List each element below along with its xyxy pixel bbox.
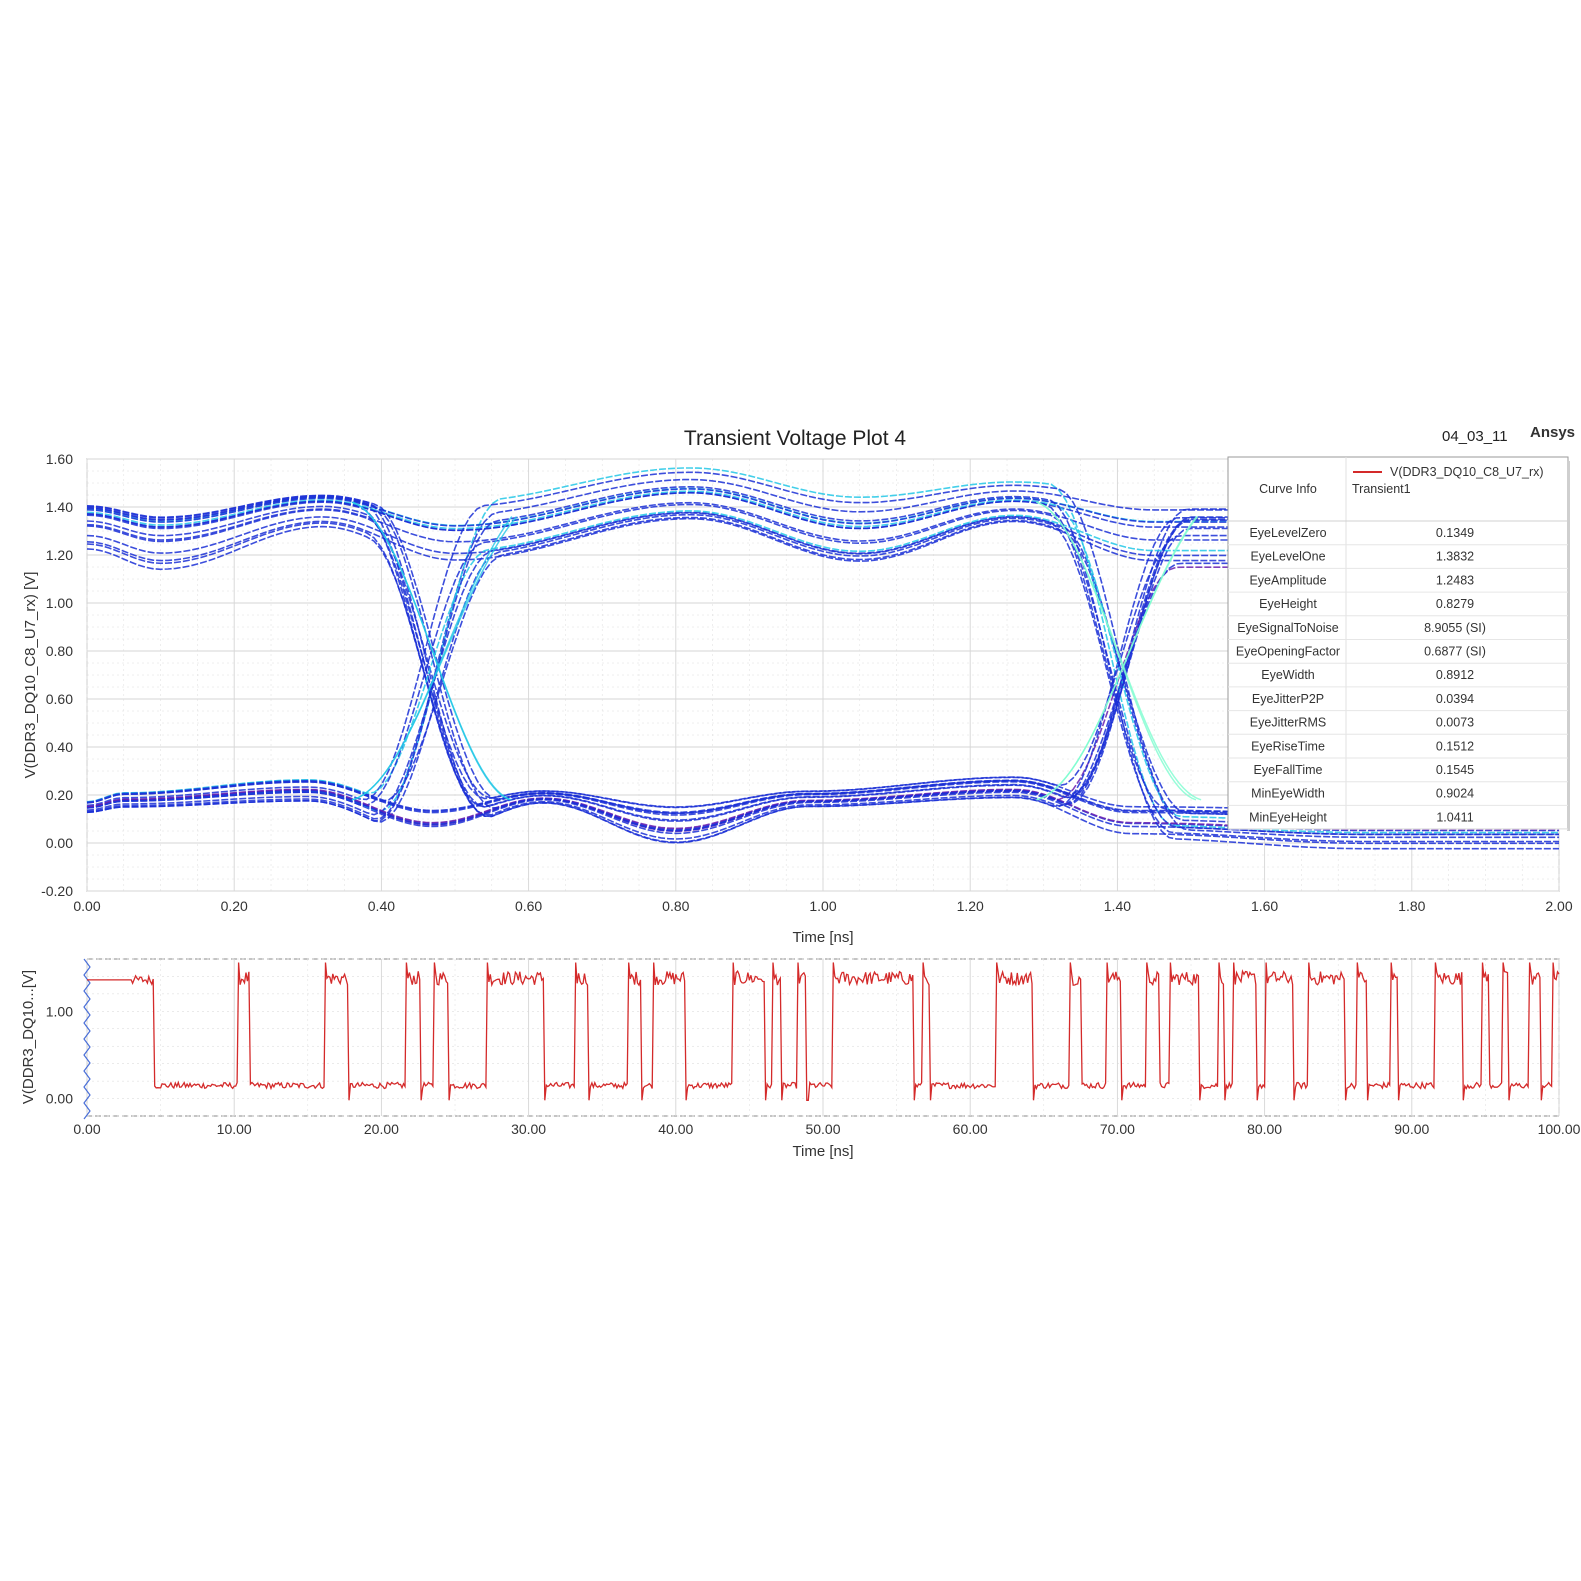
eye-y-tick-label: 1.20	[46, 547, 73, 563]
legend-metric-value: 0.0394	[1436, 692, 1474, 706]
legend-metric-value: 0.1545	[1436, 763, 1474, 777]
legend-metric-name: EyeHeight	[1259, 597, 1317, 611]
time-cursor-marker[interactable]	[83, 958, 91, 1120]
legend-metric-rows: EyeLevelZero 0.1349 EyeLevelOne 1.3832 EyeAm…	[1228, 526, 1568, 830]
eye-y-tick-label: 0.00	[46, 835, 73, 851]
waveform-trace	[87, 962, 1560, 1101]
eye-density-highlight	[351, 501, 511, 801]
waveform-panel: 0.00 10.00 20.00 30.00 40.00 50.00 60.00 70.00 8…	[20, 958, 1581, 1160]
eye-trace	[86, 511, 1559, 843]
waveform-x-tick-label: 0.00	[73, 1121, 100, 1137]
eye-y-tick-label: 1.40	[46, 499, 73, 515]
eye-x-tick-label: 1.40	[1104, 898, 1131, 914]
waveform-x-tick-label: 100.00	[1538, 1121, 1581, 1137]
eye-x-tick-label: 0.00	[73, 898, 100, 914]
legend-metric-value: 0.1512	[1436, 739, 1474, 753]
eye-x-tick-label: 2.00	[1545, 898, 1572, 914]
legend-metric-value: 1.2483	[1436, 573, 1474, 587]
eye-x-tick-label: 0.60	[515, 898, 542, 914]
legend-sweep-name: Transient1	[1352, 482, 1411, 496]
legend-series-name: V(DDR3_DQ10_C8_U7_rx)	[1390, 465, 1544, 479]
waveform-x-tick-label: 60.00	[953, 1121, 988, 1137]
eye-y-tick-label: 0.60	[46, 691, 73, 707]
waveform-y-tick-label: 1.00	[46, 1003, 73, 1019]
legend-metric-name: EyeWidth	[1261, 668, 1315, 682]
eye-tick-labels: 0.00 0.20 0.40 0.60 0.80 1.00 1.20 1.40 1.60 1.80…	[41, 451, 1573, 914]
time-cursor-zigzag	[83, 958, 91, 1120]
legend-shadow	[1567, 461, 1570, 831]
eye-trace	[86, 503, 1559, 836]
waveform-traces	[87, 962, 1560, 1101]
waveform-x-tick-label: 30.00	[511, 1121, 546, 1137]
eye-y-tick-label: 0.40	[46, 739, 73, 755]
waveform-x-axis-label: Time [ns]	[792, 1143, 853, 1160]
waveform-x-tick-label: 50.00	[805, 1121, 840, 1137]
eye-y-tick-label: 0.80	[46, 643, 73, 659]
eye-x-tick-label: 1.00	[809, 898, 836, 914]
legend-metric-name: EyeLevelOne	[1250, 550, 1325, 564]
legend-metric-name: MinEyeWidth	[1251, 787, 1325, 801]
legend-metric-name: EyeOpeningFactor	[1236, 645, 1340, 659]
legend-box	[1227, 456, 1569, 830]
legend-metric-name: EyeRiseTime	[1251, 739, 1325, 753]
waveform-x-tick-label: 70.00	[1100, 1121, 1135, 1137]
legend-metric-name: EyeJitterP2P	[1252, 692, 1324, 706]
eye-x-tick-label: 1.20	[957, 898, 984, 914]
eye-y-tick-label: 1.00	[46, 595, 73, 611]
eye-y-tick-label: 1.60	[46, 451, 73, 467]
waveform-tick-labels: 0.00 10.00 20.00 30.00 40.00 50.00 60.00 70.00 8…	[46, 1003, 1581, 1137]
eye-trace	[86, 485, 1559, 850]
legend-metric-value: 0.6877 (SI)	[1424, 645, 1486, 659]
legend-metric-name: EyeAmplitude	[1249, 573, 1326, 587]
eye-y-axis-label: V(DDR3_DQ10_C8_U7_rx) [V]	[22, 572, 39, 779]
legend-metric-name: EyeFallTime	[1254, 763, 1323, 777]
eye-x-tick-label: 0.80	[662, 898, 689, 914]
legend-metric-value: 1.3832	[1436, 550, 1474, 564]
eye-x-tick-label: 1.80	[1398, 898, 1425, 914]
waveform-grid	[86, 958, 1560, 1117]
waveform-x-tick-label: 90.00	[1394, 1121, 1429, 1137]
legend-header: Curve Info	[1259, 482, 1317, 496]
legend-metric-value: 8.9055 (SI)	[1424, 621, 1486, 635]
eye-y-tick-label: -0.20	[41, 883, 73, 899]
legend-metric-value: 0.0073	[1436, 716, 1474, 730]
legend-metric-name: EyeJitterRMS	[1250, 716, 1326, 730]
legend-metric-name: EyeSignalToNoise	[1237, 621, 1338, 635]
legend-metric-value: 0.8279	[1436, 597, 1474, 611]
waveform-y-axis-label: V(DDR3_DQ10...[V]	[20, 970, 37, 1104]
eye-density-highlight	[351, 516, 513, 801]
waveform-x-tick-label: 20.00	[364, 1121, 399, 1137]
eye-density-highlight	[1036, 516, 1198, 801]
eye-trace	[86, 788, 1559, 831]
waveform-x-tick-label: 40.00	[658, 1121, 693, 1137]
waveform-x-tick-label: 80.00	[1247, 1121, 1282, 1137]
chart-title: Transient Voltage Plot 4	[684, 427, 907, 450]
legend-metric-value: 0.1349	[1436, 526, 1474, 540]
eye-x-axis-label: Time [ns]	[792, 929, 853, 946]
eye-x-tick-label: 0.40	[368, 898, 395, 914]
legend-metric-value: 1.0411	[1436, 810, 1473, 824]
eye-trace	[86, 478, 1559, 820]
eye-density-highlight	[1036, 501, 1197, 801]
eye-trace	[86, 516, 1559, 815]
eye-x-tick-label: 0.20	[221, 898, 248, 914]
legend-metric-name: MinEyeHeight	[1249, 810, 1327, 824]
plot-date: 04_03_11	[1442, 428, 1508, 445]
legend-metric-name: EyeLevelZero	[1249, 526, 1326, 540]
eye-x-tick-label: 1.60	[1251, 898, 1278, 914]
eye-y-tick-label: 0.20	[46, 787, 73, 803]
legend-metric-value: 0.9024	[1436, 787, 1474, 801]
brand-logo-text: Ansys	[1530, 424, 1575, 441]
waveform-x-tick-label: 10.00	[217, 1121, 252, 1137]
waveform-y-tick-label: 0.00	[46, 1091, 73, 1107]
curve-info-legend[interactable]: Curve Info V(DDR3_DQ10_C8_U7_rx) Transie…	[1227, 456, 1570, 831]
legend-metric-value: 0.8912	[1436, 668, 1474, 682]
eye-trace	[86, 525, 1559, 845]
